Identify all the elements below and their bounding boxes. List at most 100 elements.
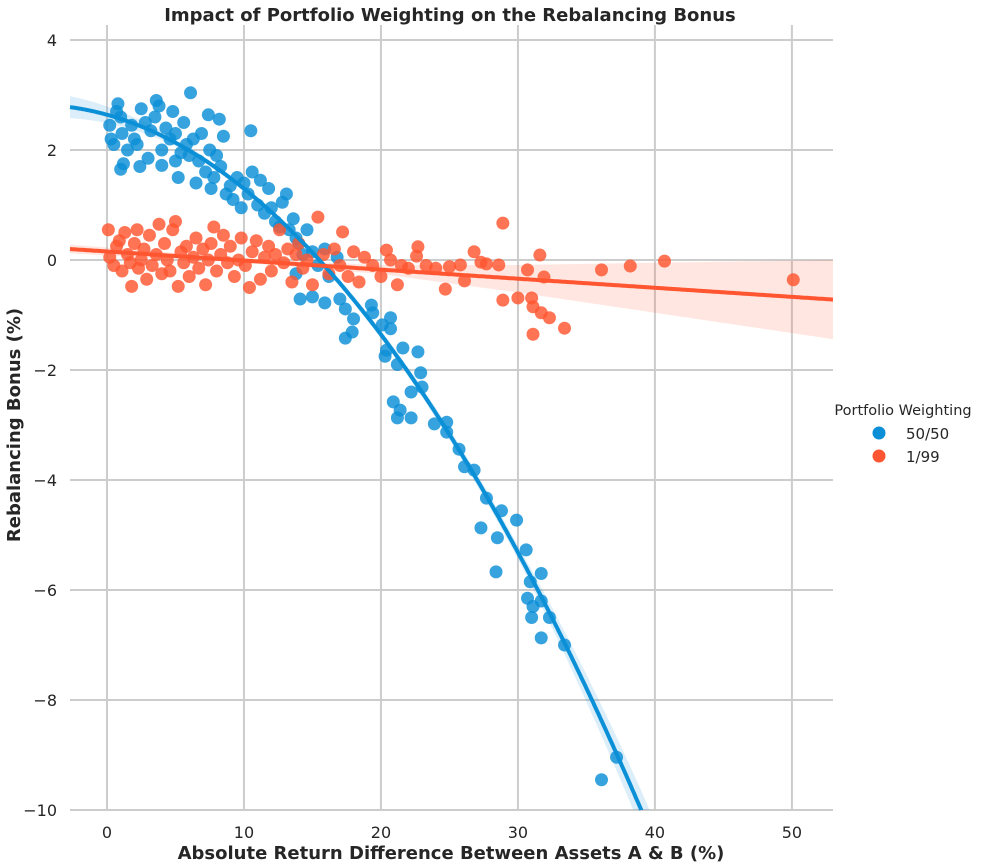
data-point <box>311 210 325 224</box>
data-point <box>293 292 307 306</box>
data-point <box>163 264 177 278</box>
data-point <box>453 258 467 272</box>
regression-lines <box>69 105 834 811</box>
data-point <box>490 531 504 545</box>
legend-marker-50-50 <box>872 426 886 440</box>
data-point <box>474 521 488 535</box>
data-point <box>168 215 182 228</box>
data-point <box>411 345 425 359</box>
data-point <box>245 245 259 259</box>
data-point <box>526 327 540 341</box>
data-point <box>333 292 347 306</box>
data-point <box>212 112 226 126</box>
data-point <box>216 228 230 242</box>
data-point <box>253 173 267 187</box>
data-point <box>496 293 510 307</box>
x-tick-label: 0 <box>102 823 112 842</box>
data-point <box>192 261 206 275</box>
data-point <box>242 281 256 294</box>
data-point <box>479 257 493 271</box>
data-point <box>268 248 282 261</box>
data-point <box>347 245 361 259</box>
data-point <box>115 264 129 278</box>
data-point <box>404 411 418 425</box>
data-point <box>594 263 608 277</box>
data-point <box>179 239 193 253</box>
data-point <box>210 149 224 162</box>
data-point <box>534 631 548 645</box>
data-point <box>390 278 404 292</box>
x-tick-label: 30 <box>508 823 528 842</box>
confidence-band-1 <box>70 244 833 340</box>
data-point <box>341 270 355 283</box>
data-point <box>358 250 372 264</box>
data-point <box>467 245 481 259</box>
data-point <box>336 225 350 239</box>
data-point <box>189 176 203 190</box>
data-point <box>134 102 148 116</box>
data-point <box>279 187 293 201</box>
data-point <box>366 306 380 320</box>
data-point <box>158 237 172 250</box>
x-tick-label: 50 <box>782 823 802 842</box>
data-point <box>152 217 166 231</box>
data-point <box>338 302 352 316</box>
regression-line-0 <box>69 105 644 811</box>
data-point <box>264 264 278 278</box>
data-point <box>133 160 147 173</box>
y-tick-label: −8 <box>33 691 57 710</box>
data-point <box>345 325 359 339</box>
data-point <box>189 231 203 245</box>
regression-line-1 <box>69 247 834 302</box>
data-point <box>658 254 672 268</box>
data-point <box>155 158 169 172</box>
data-point <box>519 543 533 557</box>
data-point <box>216 129 230 143</box>
data-point <box>300 223 314 237</box>
data-point <box>396 341 410 355</box>
data-point <box>623 259 637 273</box>
data-point <box>286 212 300 226</box>
data-point <box>210 264 224 278</box>
x-axis-label: Absolute Return Difference Between Asset… <box>178 843 725 864</box>
data-point <box>121 143 135 157</box>
data-point <box>234 231 248 245</box>
data-point <box>223 239 237 253</box>
data-point <box>130 138 144 151</box>
data-point <box>442 260 456 274</box>
data-point <box>253 272 267 286</box>
data-point <box>226 193 240 206</box>
data-point <box>289 248 303 261</box>
x-tick-label: 20 <box>371 823 391 842</box>
y-tick-label: 2 <box>47 141 57 160</box>
data-point <box>195 127 209 140</box>
y-axis-label: Rebalancing Bonus (%) <box>4 308 25 542</box>
data-point <box>384 311 398 325</box>
y-tick-label: 0 <box>47 251 57 270</box>
grid <box>70 25 833 811</box>
data-point <box>379 243 393 257</box>
data-point <box>352 275 366 289</box>
data-point <box>204 237 218 250</box>
data-point <box>511 291 525 305</box>
data-point <box>171 279 185 293</box>
data-point <box>148 110 162 124</box>
data-point <box>384 253 398 267</box>
data-point <box>374 270 388 283</box>
data-point <box>127 237 141 250</box>
data-point <box>384 322 398 336</box>
data-point <box>347 312 361 326</box>
data-point <box>141 151 155 165</box>
data-point <box>152 99 166 113</box>
data-point <box>177 116 191 129</box>
data-point <box>134 253 148 267</box>
legend-label-50-50: 50/50 <box>906 425 949 443</box>
x-tick-label: 10 <box>234 823 254 842</box>
data-point <box>273 223 287 237</box>
data-point <box>249 234 263 248</box>
data-point <box>118 226 132 239</box>
data-point <box>168 127 182 140</box>
data-point <box>526 600 540 613</box>
data-point <box>103 118 117 132</box>
